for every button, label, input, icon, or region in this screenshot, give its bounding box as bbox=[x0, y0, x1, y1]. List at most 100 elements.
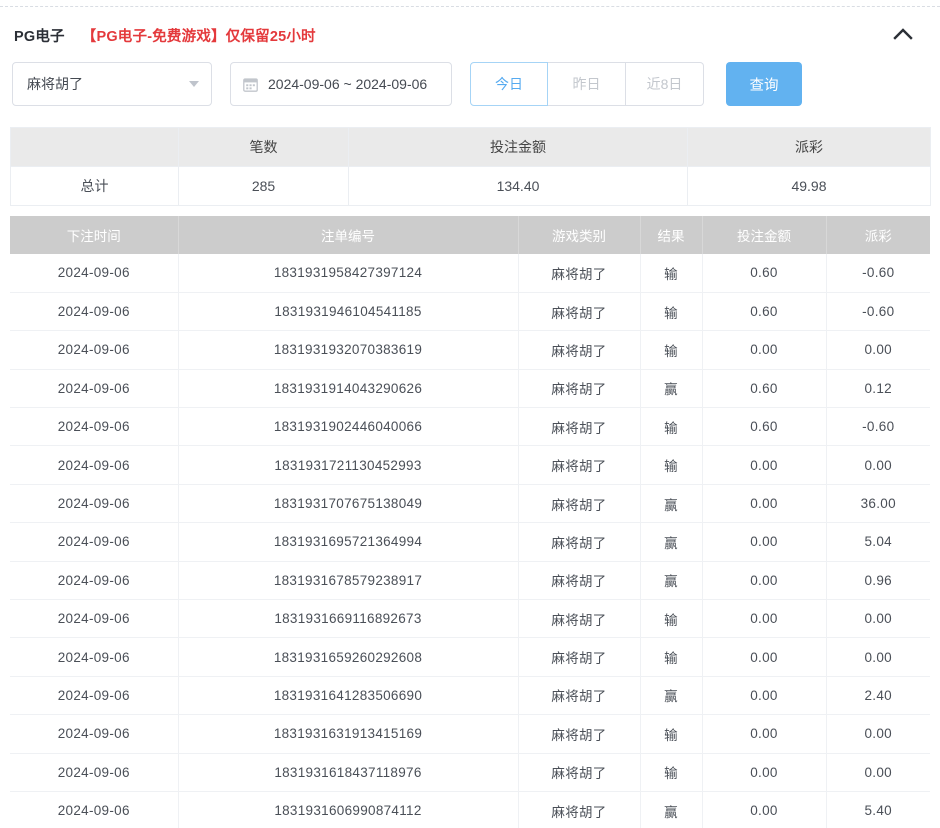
cell-bet-time: 2024-09-06 bbox=[10, 369, 179, 409]
cell-order-no: 1831931641283506690 bbox=[178, 676, 519, 716]
query-button[interactable]: 查询 bbox=[726, 62, 802, 106]
page-title: PG电子 bbox=[14, 28, 65, 45]
col-order-no[interactable]: 注单编号 bbox=[178, 216, 519, 254]
cell-bet-time: 2024-09-06 bbox=[10, 522, 179, 562]
table-row[interactable]: 2024-09-06 1831931669116892673 麻将胡了输 0.00 0.… bbox=[10, 599, 930, 639]
cell-result: 输 bbox=[640, 330, 703, 370]
cell-game-category: 麻将胡了 bbox=[518, 484, 641, 524]
cell-game-category: 麻将胡了 bbox=[518, 753, 641, 792]
cell-order-no: 1831931707675138049 bbox=[178, 484, 519, 524]
cell-game-category: 麻将胡了 bbox=[518, 522, 641, 562]
table-row[interactable]: 2024-09-06 1831931707675138049 麻将胡了赢 0.00 36… bbox=[10, 484, 930, 524]
cell-order-no: 1831931914043290626 bbox=[178, 369, 519, 409]
cell-payout: 0.00 bbox=[826, 753, 930, 792]
cell-game-category: 麻将胡了 bbox=[518, 599, 641, 639]
cell-bet-time: 2024-09-06 bbox=[10, 330, 179, 370]
cell-result: 输 bbox=[640, 254, 703, 293]
cell-order-no: 1831931659260292608 bbox=[178, 637, 519, 677]
table-row[interactable]: 2024-09-06 1831931641283506690 麻将胡了赢 0.00 2.… bbox=[10, 676, 930, 716]
table-row[interactable]: 2024-09-06 1831931914043290626 麻将胡了赢 0.60 0.… bbox=[10, 369, 930, 409]
date-range-value: 2024-09-06 ~ 2024-09-06 bbox=[268, 76, 428, 92]
date-range-picker[interactable]: 2024-09-06 ~ 2024-09-06 bbox=[230, 62, 452, 106]
cell-payout: 0.12 bbox=[826, 369, 930, 409]
col-bet-amount[interactable]: 投注金额 bbox=[702, 216, 827, 254]
cell-game-category: 麻将胡了 bbox=[518, 369, 641, 409]
cell-bet-amount: 0.00 bbox=[702, 791, 827, 828]
panel-header: PG电子 【PG电子-免费游戏】仅保留25小时 bbox=[0, 18, 940, 52]
cell-bet-amount: 0.00 bbox=[702, 522, 827, 562]
cell-payout: 2.40 bbox=[826, 676, 930, 716]
cell-payout: 0.00 bbox=[826, 714, 930, 754]
summary-col-count: 笔数 bbox=[178, 127, 349, 167]
cell-bet-time: 2024-09-06 bbox=[10, 753, 179, 792]
table-row[interactable]: 2024-09-06 1831931659260292608 麻将胡了输 0.00 0.… bbox=[10, 637, 930, 677]
chevron-up-icon bbox=[893, 27, 913, 40]
cell-bet-amount: 0.00 bbox=[702, 676, 827, 716]
table-row[interactable]: 2024-09-06 1831931631913415169 麻将胡了输 0.00 0.… bbox=[10, 714, 930, 754]
range-button-last8days[interactable]: 近8日 bbox=[626, 62, 704, 106]
cell-bet-amount: 0.00 bbox=[702, 637, 827, 677]
collapse-panel-button[interactable] bbox=[886, 18, 920, 48]
cell-bet-time: 2024-09-06 bbox=[10, 484, 179, 524]
cell-order-no: 1831931678579238917 bbox=[178, 561, 519, 601]
cell-game-category: 麻将胡了 bbox=[518, 254, 641, 293]
cell-order-no: 1831931958427397124 bbox=[178, 254, 519, 293]
cell-payout: 36.00 bbox=[826, 484, 930, 524]
cell-order-no: 1831931669116892673 bbox=[178, 599, 519, 639]
table-row[interactable]: 2024-09-06 1831931618437118976 麻将胡了输 0.00 0.… bbox=[10, 753, 930, 792]
cell-result: 赢 bbox=[640, 484, 703, 524]
table-row[interactable]: 2024-09-06 1831931721130452993 麻将胡了输 0.00 0.… bbox=[10, 445, 930, 485]
cell-result: 赢 bbox=[640, 676, 703, 716]
cell-bet-amount: 0.00 bbox=[702, 484, 827, 524]
cell-bet-time: 2024-09-06 bbox=[10, 599, 179, 639]
cell-result: 输 bbox=[640, 637, 703, 677]
summary-total-bet: 134.40 bbox=[348, 166, 688, 206]
cell-payout: 0.00 bbox=[826, 330, 930, 370]
table-row[interactable]: 2024-09-06 1831931902446040066 麻将胡了输 0.60 -0… bbox=[10, 407, 930, 447]
table-row[interactable]: 2024-09-06 1831931678579238917 麻将胡了赢 0.00 0.… bbox=[10, 561, 930, 601]
table-row[interactable]: 2024-09-06 1831931606990874112 麻将胡了赢 0.00 5.… bbox=[10, 791, 930, 828]
detail-header-row: 下注时间 注单编号 游戏类别 结果 投注金额 派彩 bbox=[10, 216, 930, 254]
range-button-yesterday[interactable]: 昨日 bbox=[548, 62, 626, 106]
cell-bet-amount: 0.60 bbox=[702, 254, 827, 293]
cell-order-no: 1831931721130452993 bbox=[178, 445, 519, 485]
cell-game-category: 麻将胡了 bbox=[518, 637, 641, 677]
cell-order-no: 1831931902446040066 bbox=[178, 407, 519, 447]
col-game-category[interactable]: 游戏类别 bbox=[518, 216, 641, 254]
cell-payout: 5.04 bbox=[826, 522, 930, 562]
cell-result: 输 bbox=[640, 445, 703, 485]
cell-bet-amount: 0.60 bbox=[702, 369, 827, 409]
cell-bet-amount: 0.00 bbox=[702, 599, 827, 639]
cell-bet-amount: 0.00 bbox=[702, 714, 827, 754]
cell-order-no: 1831931932070383619 bbox=[178, 330, 519, 370]
table-row[interactable]: 2024-09-06 1831931932070383619 麻将胡了输 0.00 0.… bbox=[10, 330, 930, 370]
cell-result: 赢 bbox=[640, 369, 703, 409]
promo-notice: 【PG电子-免费游戏】仅保留25小时 bbox=[81, 28, 316, 45]
cell-bet-amount: 0.00 bbox=[702, 561, 827, 601]
table-row[interactable]: 2024-09-06 1831931695721364994 麻将胡了赢 0.00 5.… bbox=[10, 522, 930, 562]
range-button-today[interactable]: 今日 bbox=[470, 62, 548, 106]
cell-order-no: 1831931946104541185 bbox=[178, 292, 519, 332]
col-payout[interactable]: 派彩 bbox=[826, 216, 930, 254]
game-select[interactable]: 麻将胡了 bbox=[12, 62, 212, 106]
calendar-icon bbox=[243, 77, 258, 92]
cell-bet-time: 2024-09-06 bbox=[10, 254, 179, 293]
summary-total-label: 总计 bbox=[10, 166, 179, 206]
cell-bet-amount: 0.60 bbox=[702, 407, 827, 447]
summary-col-bet-amount: 投注金额 bbox=[348, 127, 688, 167]
cell-game-category: 麻将胡了 bbox=[518, 714, 641, 754]
col-bet-time[interactable]: 下注时间 bbox=[10, 216, 179, 254]
cell-result: 输 bbox=[640, 599, 703, 639]
summary-total-count: 285 bbox=[178, 166, 349, 206]
table-row[interactable]: 2024-09-06 1831931958427397124 麻将胡了输 0.60 -0… bbox=[10, 254, 930, 293]
cell-result: 输 bbox=[640, 407, 703, 447]
cell-result: 输 bbox=[640, 292, 703, 332]
col-result[interactable]: 结果 bbox=[640, 216, 703, 254]
cell-bet-time: 2024-09-06 bbox=[10, 445, 179, 485]
detail-body: 2024-09-06 1831931958427397124 麻将胡了输 0.60 -0… bbox=[10, 254, 930, 828]
cell-order-no: 1831931695721364994 bbox=[178, 522, 519, 562]
summary-total-payout: 49.98 bbox=[687, 166, 931, 206]
cell-bet-time: 2024-09-06 bbox=[10, 714, 179, 754]
cell-payout: 0.00 bbox=[826, 637, 930, 677]
table-row[interactable]: 2024-09-06 1831931946104541185 麻将胡了输 0.60 -0… bbox=[10, 292, 930, 332]
